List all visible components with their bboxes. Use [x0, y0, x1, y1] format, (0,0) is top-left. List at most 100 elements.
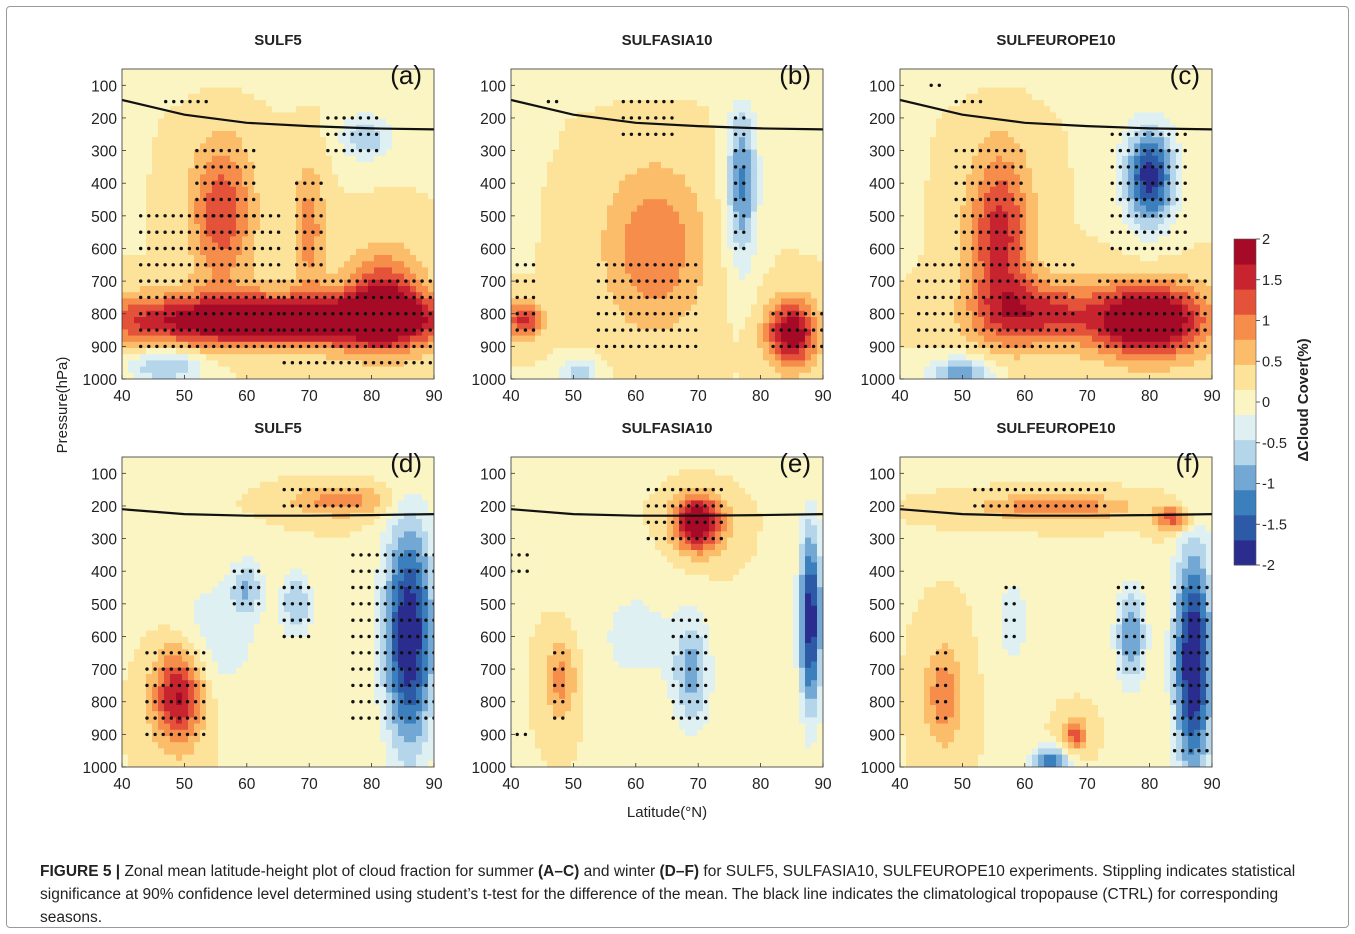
heatmap-cell: [254, 199, 261, 206]
heatmap-cell: [272, 149, 279, 157]
heatmap-cell: [625, 236, 632, 244]
heatmap-cell: [122, 323, 129, 330]
heatmap-cell: [188, 180, 195, 188]
heatmap-cell: [332, 186, 339, 194]
heatmap-cell: [769, 143, 776, 151]
heatmap-cell: [266, 304, 273, 312]
heatmap-cell: [134, 236, 141, 244]
heatmap-cell: [374, 298, 381, 306]
heatmap-cell: [176, 174, 183, 182]
heatmap-cell: [122, 360, 129, 368]
heatmap-cell: [170, 106, 177, 113]
heatmap-cell: [260, 360, 267, 368]
heatmap-cell: [553, 292, 560, 299]
heatmap-cell: [398, 261, 405, 268]
heatmap-cell: [164, 317, 171, 324]
heatmap-cell: [140, 348, 147, 355]
heatmap-cell: [733, 112, 740, 120]
heatmap-cell: [332, 255, 339, 262]
heatmap-cell: [146, 267, 153, 275]
stipple-dot: [428, 312, 432, 316]
heatmap-cell: [314, 100, 321, 107]
heatmap-cell: [625, 261, 632, 268]
heatmap-cell: [296, 162, 303, 169]
heatmap-cell: [787, 242, 794, 250]
heatmap-cell: [559, 267, 566, 275]
heatmap-cell: [284, 317, 291, 324]
heatmap-cell: [422, 323, 429, 330]
heatmap-cell: [362, 205, 369, 213]
heatmap-cell: [739, 230, 746, 237]
heatmap-cell: [320, 230, 327, 237]
heatmap-cell: [422, 310, 429, 318]
heatmap-cell: [278, 279, 285, 287]
heatmap-cell: [422, 131, 429, 138]
stipple-dot: [139, 344, 143, 349]
heatmap-cell: [248, 354, 255, 361]
heatmap-cell: [739, 286, 746, 293]
heatmap-cell: [284, 124, 291, 132]
heatmap-cell: [212, 149, 219, 157]
heatmap-cell: [613, 93, 620, 101]
heatmap-cell: [571, 186, 578, 194]
heatmap-cell: [212, 317, 219, 324]
heatmap-cell: [176, 205, 183, 213]
heatmap-cell: [541, 298, 548, 306]
heatmap-cell: [206, 273, 213, 281]
heatmap-cell: [565, 193, 572, 200]
heatmap-cell: [733, 242, 740, 250]
heatmap-cell: [326, 118, 333, 126]
heatmap-cell: [254, 242, 261, 250]
heatmap-cell: [643, 186, 650, 194]
heatmap-cell: [176, 248, 183, 256]
heatmap-cell: [266, 372, 273, 379]
heatmap-cell: [404, 149, 411, 157]
heatmap-cell: [523, 273, 530, 281]
heatmap-cell: [158, 267, 165, 275]
heatmap-cell: [757, 286, 764, 293]
heatmap-cell: [350, 143, 357, 151]
heatmap-cell: [775, 286, 782, 293]
heatmap-cell: [188, 255, 195, 262]
heatmap-cell: [380, 75, 387, 82]
heatmap-cell: [649, 168, 656, 175]
heatmap-cell: [523, 124, 530, 132]
heatmap-cell: [649, 255, 656, 262]
heatmap-cell: [709, 217, 716, 225]
heatmap-cell: [302, 298, 309, 306]
heatmap-cell: [404, 106, 411, 113]
heatmap-cell: [158, 248, 165, 256]
stipple-dot: [155, 279, 159, 283]
heatmap-cell: [559, 118, 566, 126]
heatmap-cell: [715, 224, 722, 231]
stipple-dot: [155, 344, 159, 349]
heatmap-cell: [703, 143, 710, 151]
heatmap-cell: [182, 354, 189, 361]
stipple-dot: [295, 181, 299, 185]
heatmap-cell: [188, 205, 195, 213]
heatmap-cell: [260, 143, 267, 151]
heatmap-cell: [170, 304, 177, 312]
heatmap-cell: [368, 112, 375, 120]
heatmap-cell: [302, 224, 309, 231]
heatmap-cell: [404, 292, 411, 299]
stipple-dot: [196, 99, 200, 104]
heatmap-cell: [380, 372, 387, 379]
heatmap-cell: [392, 279, 399, 287]
heatmap-cell: [134, 304, 141, 312]
stipple-dot: [236, 279, 240, 283]
heatmap-cell: [134, 317, 141, 324]
heatmap-cell: [134, 267, 141, 275]
heatmap-cell: [176, 112, 183, 120]
heatmap-cell: [320, 224, 327, 231]
heatmap-cell: [242, 100, 249, 107]
heatmap-cell: [182, 273, 189, 281]
heatmap-cell: [745, 217, 752, 225]
heatmap-cell: [721, 186, 728, 194]
heatmap-cell: [553, 304, 560, 312]
heatmap-cell: [350, 205, 357, 213]
heatmap-cell: [649, 143, 656, 151]
heatmap-cell: [302, 317, 309, 324]
heatmap-cell: [541, 137, 548, 144]
heatmap-cell: [422, 286, 429, 293]
